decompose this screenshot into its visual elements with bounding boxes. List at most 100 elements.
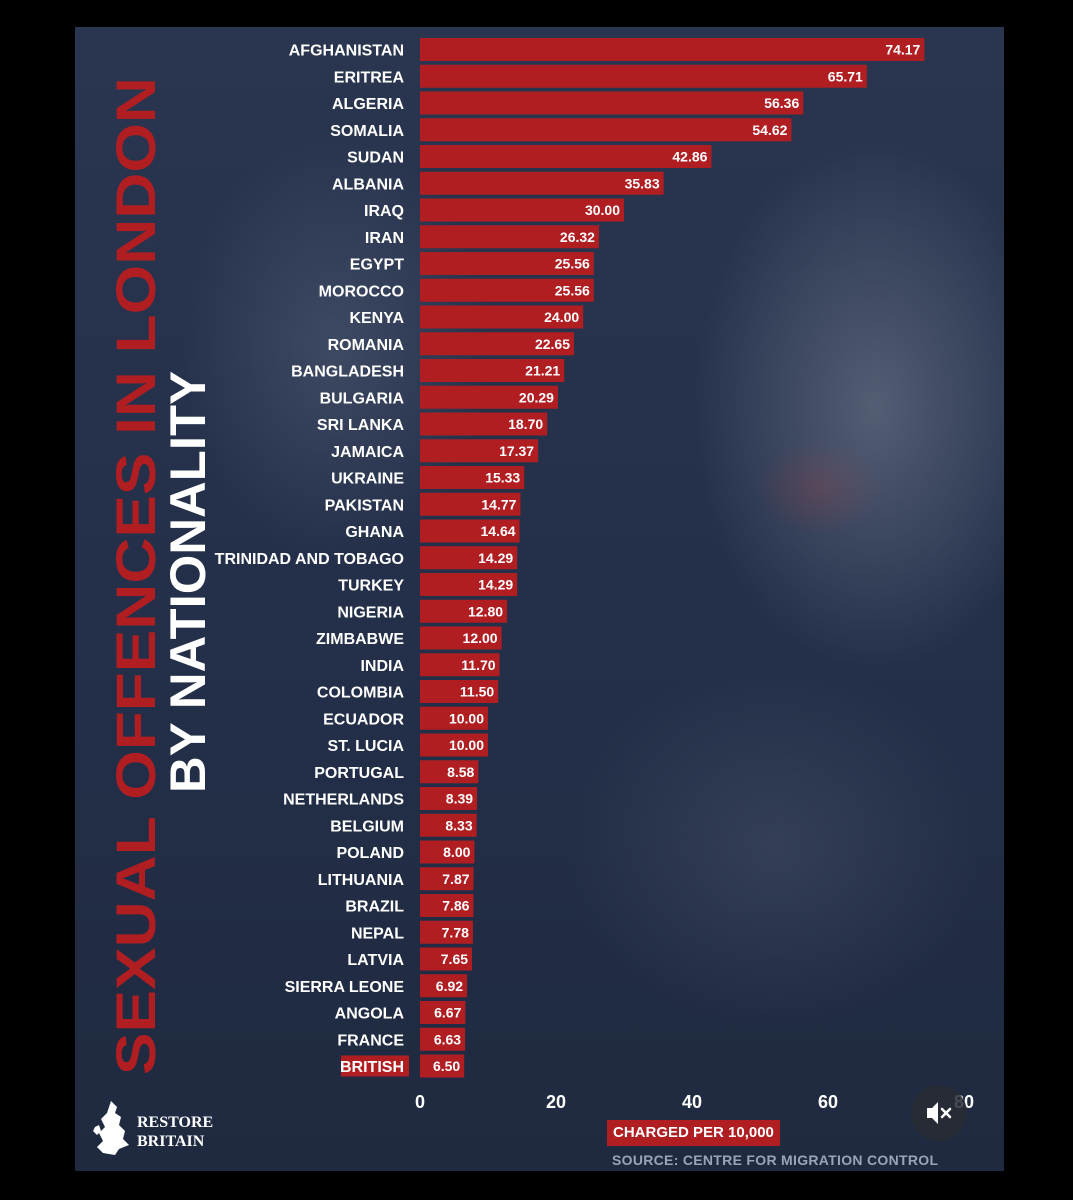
category-label: TRINIDAD AND TOBAGO — [215, 551, 404, 568]
category-label: ANGOLA — [335, 1006, 405, 1023]
category-label: BANGLADESH — [291, 364, 404, 381]
britain-map-icon — [93, 1101, 129, 1155]
x-tick-label: 20 — [546, 1092, 566, 1112]
bar — [420, 198, 624, 222]
bar — [420, 573, 518, 596]
title-line-2: BY NATIONALITY — [160, 371, 216, 793]
category-label: SOMALIA — [330, 123, 404, 140]
category-label: ST. LUCIA — [328, 738, 405, 755]
category-label: NIGERIA — [337, 604, 404, 621]
bar — [420, 1027, 466, 1051]
bar — [420, 64, 867, 88]
value-label: 42.86 — [672, 149, 707, 165]
bar — [420, 519, 520, 543]
category-label: BELGIUM — [330, 818, 404, 835]
category-label: BULGARIA — [320, 390, 405, 407]
category-label: PORTUGAL — [314, 765, 404, 782]
value-label: 6.67 — [434, 1005, 461, 1021]
category-label: COLOMBIA — [317, 685, 405, 702]
value-label: 12.80 — [468, 603, 503, 619]
bar — [420, 332, 575, 356]
bar — [420, 974, 468, 998]
category-label: BRITISH — [340, 1059, 404, 1076]
value-label: 14.77 — [481, 496, 516, 512]
category-label: ALGERIA — [332, 96, 404, 113]
bar — [420, 813, 477, 837]
category-label: EGYPT — [350, 257, 404, 274]
bar — [420, 760, 479, 784]
bar — [420, 706, 488, 730]
category-label: GHANA — [345, 524, 404, 541]
bar — [420, 1054, 465, 1078]
category-label: AFGHANISTAN — [289, 43, 404, 60]
category-label: ALBANIA — [332, 176, 404, 193]
highlight-label-bg — [341, 1055, 409, 1077]
category-label: PAKISTAN — [325, 497, 404, 514]
category-label: INDIA — [360, 658, 404, 675]
category-label: BRAZIL — [345, 899, 404, 916]
bar — [420, 252, 594, 275]
category-label: ROMANIA — [328, 337, 405, 354]
category-label: NEPAL — [351, 925, 404, 942]
category-label: MOROCCO — [319, 283, 404, 300]
value-label: 14.64 — [481, 523, 516, 539]
bar — [420, 359, 565, 382]
value-label: 11.70 — [461, 657, 495, 673]
value-label: 6.92 — [436, 978, 463, 994]
category-label: LATVIA — [347, 952, 404, 969]
value-label: 22.65 — [535, 336, 570, 352]
value-label: 12.00 — [463, 630, 498, 646]
bar — [420, 546, 518, 570]
category-label: SUDAN — [347, 150, 404, 167]
value-label: 21.21 — [525, 363, 560, 379]
value-label: 35.83 — [625, 175, 660, 191]
bar — [420, 653, 500, 677]
category-label: JAMAICA — [331, 444, 404, 461]
value-label: 8.58 — [447, 764, 474, 780]
bar — [420, 38, 925, 61]
bar — [420, 225, 599, 249]
category-label: IRAQ — [364, 203, 404, 220]
bar — [420, 787, 478, 810]
value-label: 54.62 — [752, 122, 787, 138]
brand-line-2: BRITAIN — [137, 1133, 205, 1150]
bar-chart: AFGHANISTAN 74.17 ERITREA 65.71 ALGERIA 56.36… — [215, 38, 974, 1112]
bar — [420, 1001, 466, 1024]
bar — [420, 466, 525, 489]
source-note: SOURCE: CENTRE FOR MIGRATION CONTROL — [612, 1152, 939, 1168]
bar — [420, 412, 548, 436]
speaker-muted-icon — [927, 1102, 952, 1124]
bar — [420, 385, 558, 409]
category-label: KENYA — [349, 310, 404, 327]
value-label: 7.86 — [442, 898, 469, 914]
category-label: ECUADOR — [323, 711, 404, 728]
value-label: 6.63 — [434, 1031, 461, 1047]
bar — [420, 278, 594, 302]
x-tick-label: 0 — [415, 1092, 425, 1112]
value-label: 25.56 — [555, 256, 590, 272]
x-axis-label: CHARGED PER 10,000 — [607, 1120, 780, 1146]
category-label: ERITREA — [334, 69, 405, 86]
bar — [420, 680, 499, 703]
value-label: 30.00 — [585, 202, 620, 218]
bar — [420, 867, 474, 891]
value-label: 74.17 — [885, 42, 920, 58]
bar — [420, 733, 488, 757]
value-label: 8.00 — [443, 844, 470, 860]
value-label: 10.00 — [449, 737, 484, 753]
value-label: 25.56 — [555, 282, 590, 298]
value-label: 15.33 — [485, 470, 520, 486]
category-label: UKRAINE — [331, 471, 404, 488]
value-label: 7.87 — [442, 871, 469, 887]
category-label: NETHERLANDS — [283, 792, 404, 809]
vertical-title: SEXUAL OFFENCES IN LONDON BY NATIONALITY — [104, 77, 216, 1075]
bar — [420, 599, 508, 623]
value-label: 6.50 — [433, 1058, 460, 1074]
bar — [420, 492, 521, 516]
x-tick-label: 60 — [818, 1092, 838, 1112]
bar — [420, 118, 792, 142]
value-label: 26.32 — [560, 229, 595, 245]
category-label: SRI LANKA — [317, 417, 405, 434]
value-label: 8.33 — [445, 817, 472, 833]
mute-button[interactable] — [911, 1085, 967, 1141]
